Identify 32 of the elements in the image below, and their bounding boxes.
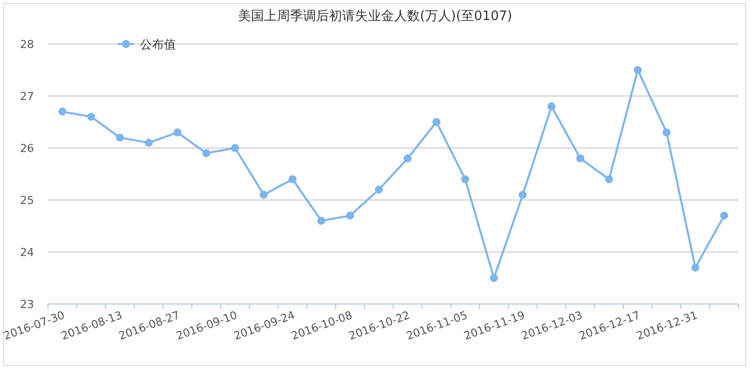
point — [518, 190, 527, 199]
point — [720, 212, 728, 220]
point — [231, 144, 240, 152]
y-tick-label: 26 — [20, 142, 34, 155]
point — [461, 175, 470, 184]
point — [547, 102, 556, 110]
point — [432, 118, 440, 126]
y-tick-label: 23 — [20, 298, 34, 311]
point — [576, 154, 584, 162]
point — [58, 108, 66, 116]
point — [605, 175, 614, 184]
point — [173, 128, 182, 136]
y-tick-label: 28 — [20, 38, 34, 51]
point — [87, 112, 96, 121]
y-tick-label: 25 — [20, 194, 34, 207]
y-tick-label: 24 — [20, 246, 34, 259]
point — [260, 190, 268, 199]
point — [116, 134, 124, 142]
point — [202, 149, 210, 158]
chart-title: 美国上周季调后初请失业金人数(万人)(至0107) — [238, 8, 512, 24]
point — [662, 128, 671, 136]
point — [374, 186, 383, 194]
y-tick-label: 27 — [20, 90, 34, 103]
point — [404, 154, 412, 162]
point — [490, 274, 498, 282]
point — [144, 138, 153, 147]
point — [634, 66, 642, 74]
point — [691, 264, 700, 272]
point — [317, 216, 326, 225]
legend-label: 公布值 — [140, 38, 176, 52]
point — [288, 175, 297, 184]
point — [346, 212, 354, 220]
